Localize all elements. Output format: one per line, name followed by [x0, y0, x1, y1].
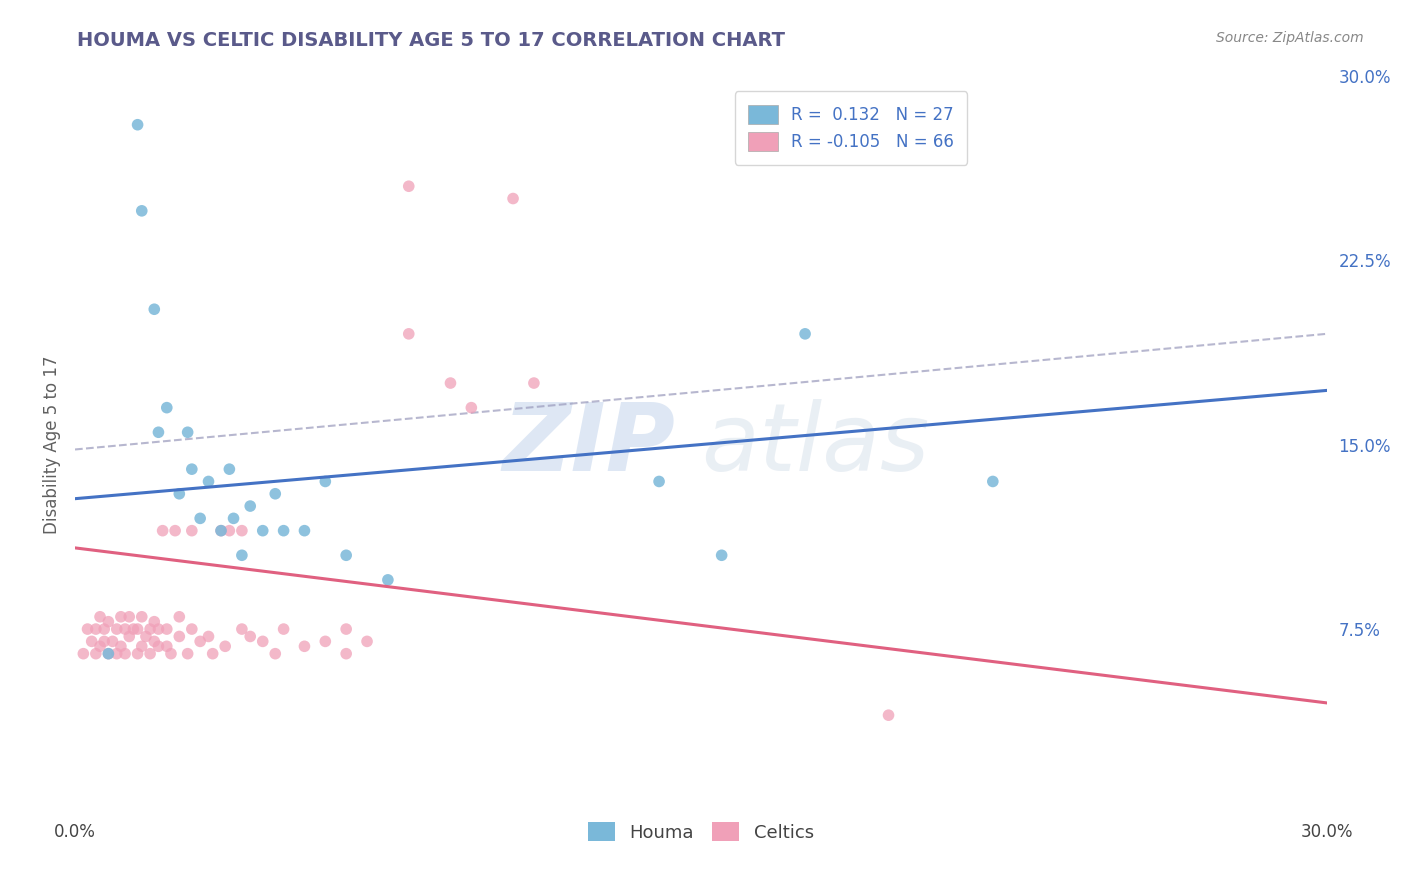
Text: Source: ZipAtlas.com: Source: ZipAtlas.com — [1216, 31, 1364, 45]
Point — [218, 462, 240, 476]
Point — [273, 622, 295, 636]
Point — [72, 647, 94, 661]
Point — [176, 647, 198, 661]
Point — [143, 634, 166, 648]
Point — [160, 647, 183, 661]
Text: atlas: atlas — [700, 399, 929, 490]
Point — [377, 573, 399, 587]
Point — [131, 609, 153, 624]
Point — [209, 524, 232, 538]
Point — [131, 203, 153, 218]
Point — [89, 640, 111, 654]
Point — [314, 475, 336, 489]
Point — [398, 326, 420, 341]
Point — [188, 511, 211, 525]
Point — [209, 524, 232, 538]
Point — [264, 647, 287, 661]
Point — [131, 640, 153, 654]
Point — [143, 615, 166, 629]
Point — [84, 622, 107, 636]
Point — [76, 622, 98, 636]
Point — [314, 634, 336, 648]
Point — [794, 326, 817, 341]
Point — [135, 630, 157, 644]
Point — [118, 630, 141, 644]
Point — [264, 487, 287, 501]
Point — [97, 615, 120, 629]
Point — [180, 524, 202, 538]
Point — [335, 622, 357, 636]
Point — [122, 622, 145, 636]
Y-axis label: Disability Age 5 to 17: Disability Age 5 to 17 — [44, 355, 60, 533]
Point — [139, 622, 162, 636]
Point — [218, 524, 240, 538]
Point — [188, 634, 211, 648]
Point — [143, 302, 166, 317]
Point — [110, 609, 132, 624]
Point — [105, 622, 128, 636]
Point — [114, 622, 136, 636]
Point — [127, 647, 149, 661]
Point — [294, 640, 316, 654]
Point — [169, 630, 191, 644]
Point — [981, 475, 1004, 489]
Point — [97, 647, 120, 661]
Legend: R =  0.132   N = 27, R = -0.105   N = 66: R = 0.132 N = 27, R = -0.105 N = 66 — [734, 91, 967, 165]
Point — [356, 634, 378, 648]
Point — [80, 634, 103, 648]
Point — [273, 524, 295, 538]
Point — [335, 549, 357, 563]
Point — [523, 376, 546, 390]
Point — [93, 622, 115, 636]
Point — [648, 475, 671, 489]
Point — [156, 401, 179, 415]
Point — [460, 401, 482, 415]
Point — [148, 425, 170, 440]
Point — [97, 647, 120, 661]
Point — [252, 524, 274, 538]
Point — [118, 609, 141, 624]
Point — [169, 609, 191, 624]
Point — [156, 622, 179, 636]
Point — [877, 708, 900, 723]
Point — [105, 647, 128, 661]
Point — [89, 609, 111, 624]
Point — [239, 630, 262, 644]
Point — [127, 118, 149, 132]
Point — [398, 179, 420, 194]
Point — [502, 192, 524, 206]
Point — [114, 647, 136, 661]
Point — [201, 647, 224, 661]
Point — [180, 462, 202, 476]
Point — [710, 549, 733, 563]
Point — [231, 549, 253, 563]
Point — [176, 425, 198, 440]
Point — [156, 640, 179, 654]
Point — [231, 622, 253, 636]
Text: HOUMA VS CELTIC DISABILITY AGE 5 TO 17 CORRELATION CHART: HOUMA VS CELTIC DISABILITY AGE 5 TO 17 C… — [77, 31, 786, 50]
Point — [252, 634, 274, 648]
Point — [294, 524, 316, 538]
Point — [127, 622, 149, 636]
Point — [197, 630, 219, 644]
Point — [239, 499, 262, 513]
Point — [152, 524, 174, 538]
Text: ZIP: ZIP — [503, 399, 676, 491]
Point — [439, 376, 461, 390]
Point — [101, 634, 124, 648]
Point — [110, 640, 132, 654]
Point — [165, 524, 187, 538]
Point — [197, 475, 219, 489]
Point — [169, 487, 191, 501]
Point — [335, 647, 357, 661]
Point — [84, 647, 107, 661]
Point — [180, 622, 202, 636]
Point — [231, 524, 253, 538]
Point — [148, 640, 170, 654]
Point — [93, 634, 115, 648]
Point — [214, 640, 236, 654]
Point — [222, 511, 245, 525]
Point — [148, 622, 170, 636]
Point — [139, 647, 162, 661]
